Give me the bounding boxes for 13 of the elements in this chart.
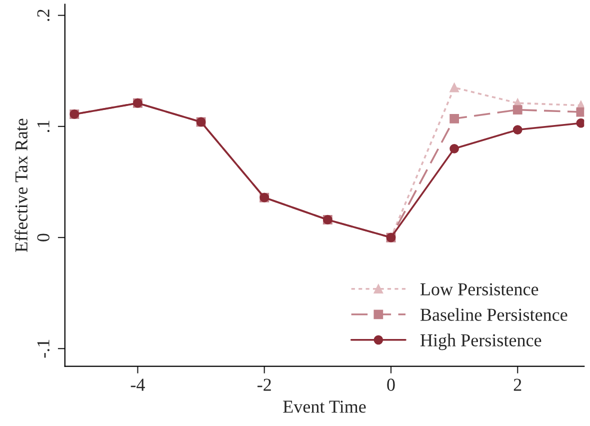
y-tick-label: .1 [37, 120, 50, 132]
legend-label: Baseline Persistence [420, 308, 568, 321]
x-axis-title: Event Time [283, 400, 366, 413]
y-tick-label: -.1 [37, 340, 50, 358]
x-tick-label: -4 [130, 378, 145, 391]
y-tick-label: .2 [37, 10, 50, 21]
y-axis-title: Effective Tax Rate [14, 118, 28, 252]
legend-label: Low Persistence [420, 283, 538, 296]
y-tick-label: 0 [37, 234, 50, 242]
x-tick-label: 2 [514, 378, 522, 391]
legend-label: High Persistence [420, 334, 542, 350]
x-tick-label: -2 [258, 378, 271, 391]
x-tick-label: 0 [387, 378, 395, 391]
